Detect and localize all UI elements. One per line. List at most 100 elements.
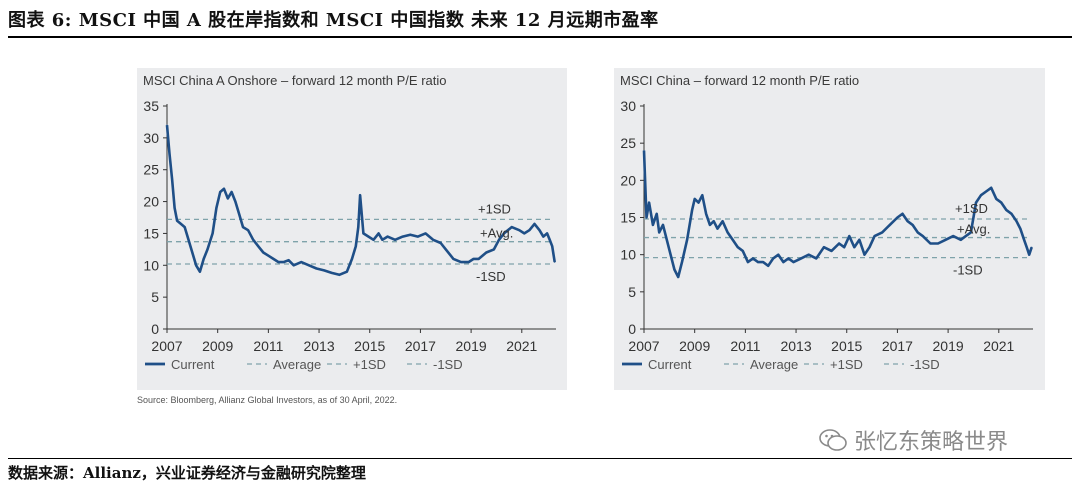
data-point [970, 231, 972, 233]
data-point [1005, 209, 1007, 211]
chart-panel-china: MSCI China – forward 12 month P/E ratio 0… [614, 68, 1045, 390]
data-point [323, 269, 325, 271]
data-point [203, 258, 205, 260]
data-point [960, 239, 962, 241]
data-point [1015, 220, 1018, 222]
data-point [176, 220, 178, 222]
wechat-icon [819, 429, 847, 451]
data-point [889, 224, 891, 226]
y-tick-label: 10 [143, 257, 159, 273]
data-point [1031, 246, 1033, 248]
data-point [1010, 213, 1013, 215]
y-tick-label: 15 [143, 225, 159, 241]
watermark-text: 张忆东策略世界 [854, 430, 1009, 455]
data-point [881, 231, 883, 233]
data-point [742, 250, 744, 252]
x-tick-label: 2021 [506, 338, 537, 354]
data-point [394, 239, 396, 241]
data-point [227, 197, 229, 199]
data-point [767, 265, 769, 267]
data-point [757, 261, 759, 263]
data-point [518, 229, 520, 231]
data-point [351, 258, 353, 260]
data-point [338, 274, 340, 276]
y-tick-label: 25 [143, 162, 159, 178]
data-point [315, 267, 318, 270]
data-point [478, 258, 480, 260]
data-point [503, 232, 505, 234]
data-point [945, 239, 947, 241]
data-point [762, 261, 764, 263]
data-point [975, 202, 977, 204]
chart-title: MSCI China A Onshore – forward 12 month … [143, 73, 446, 88]
source-note: Source: Bloomberg, Allianz Global Invest… [137, 395, 398, 405]
data-point [681, 261, 683, 263]
data-point [643, 150, 645, 152]
watermark: 张忆东策略世界 [818, 424, 1008, 456]
data-point [787, 257, 789, 259]
data-point [863, 254, 866, 256]
x-tick-label: 2011 [730, 338, 760, 354]
data-point [858, 239, 860, 241]
y-tick-label: 30 [143, 130, 159, 146]
data-point [808, 254, 810, 256]
footer-source: 数据来源：Allianz，兴业证券经济与金融研究院整理 [8, 464, 366, 482]
data-point [691, 209, 693, 211]
data-point [215, 207, 217, 209]
footer-divider [8, 458, 1072, 459]
data-point [713, 220, 715, 222]
data-point [417, 236, 419, 238]
legend-label: Current [171, 357, 215, 372]
data-point [267, 255, 269, 257]
data-point [709, 224, 711, 226]
data-point [800, 257, 802, 259]
data-point [242, 226, 244, 228]
data-point [868, 246, 871, 248]
data-point [468, 261, 470, 263]
data-point [174, 207, 176, 209]
data-point [937, 242, 939, 245]
annotation-plus1sd: +1SD [955, 201, 988, 216]
data-point [440, 242, 442, 244]
data-point [283, 261, 285, 263]
data-point [238, 213, 240, 215]
legend-label: -1SD [433, 357, 463, 372]
data-point [538, 229, 541, 231]
x-tick-label: 2011 [253, 338, 283, 354]
data-point [432, 239, 434, 241]
data-point [546, 232, 548, 234]
data-point [272, 258, 274, 260]
data-point [843, 246, 845, 248]
data-point [357, 226, 359, 228]
data-point [262, 251, 264, 254]
data-point [378, 232, 380, 234]
data-point [166, 124, 168, 126]
data-point [171, 178, 173, 180]
data-point [677, 276, 679, 278]
data-point [554, 261, 556, 263]
data-point [705, 213, 707, 215]
data-point [1019, 228, 1021, 230]
data-point [257, 245, 259, 247]
data-point [917, 231, 919, 233]
data-point [402, 236, 404, 238]
y-tick-label: 0 [151, 321, 159, 337]
x-tick-label: 2017 [405, 338, 436, 354]
x-tick-label: 2015 [831, 338, 862, 354]
data-point [288, 259, 290, 261]
data-point [195, 264, 197, 266]
title-divider [8, 36, 1072, 38]
data-point [485, 251, 487, 254]
data-point [752, 257, 754, 259]
data-point [838, 242, 840, 245]
x-tick-label: 2007 [628, 338, 659, 354]
data-point [247, 229, 249, 231]
x-tick-label: 2013 [303, 338, 334, 354]
data-point [308, 264, 310, 266]
data-point [673, 268, 675, 271]
data-point [367, 236, 370, 238]
data-point [716, 228, 719, 230]
data-point [549, 239, 551, 241]
series-current-line [165, 124, 556, 277]
y-tick-label: 25 [620, 135, 636, 151]
